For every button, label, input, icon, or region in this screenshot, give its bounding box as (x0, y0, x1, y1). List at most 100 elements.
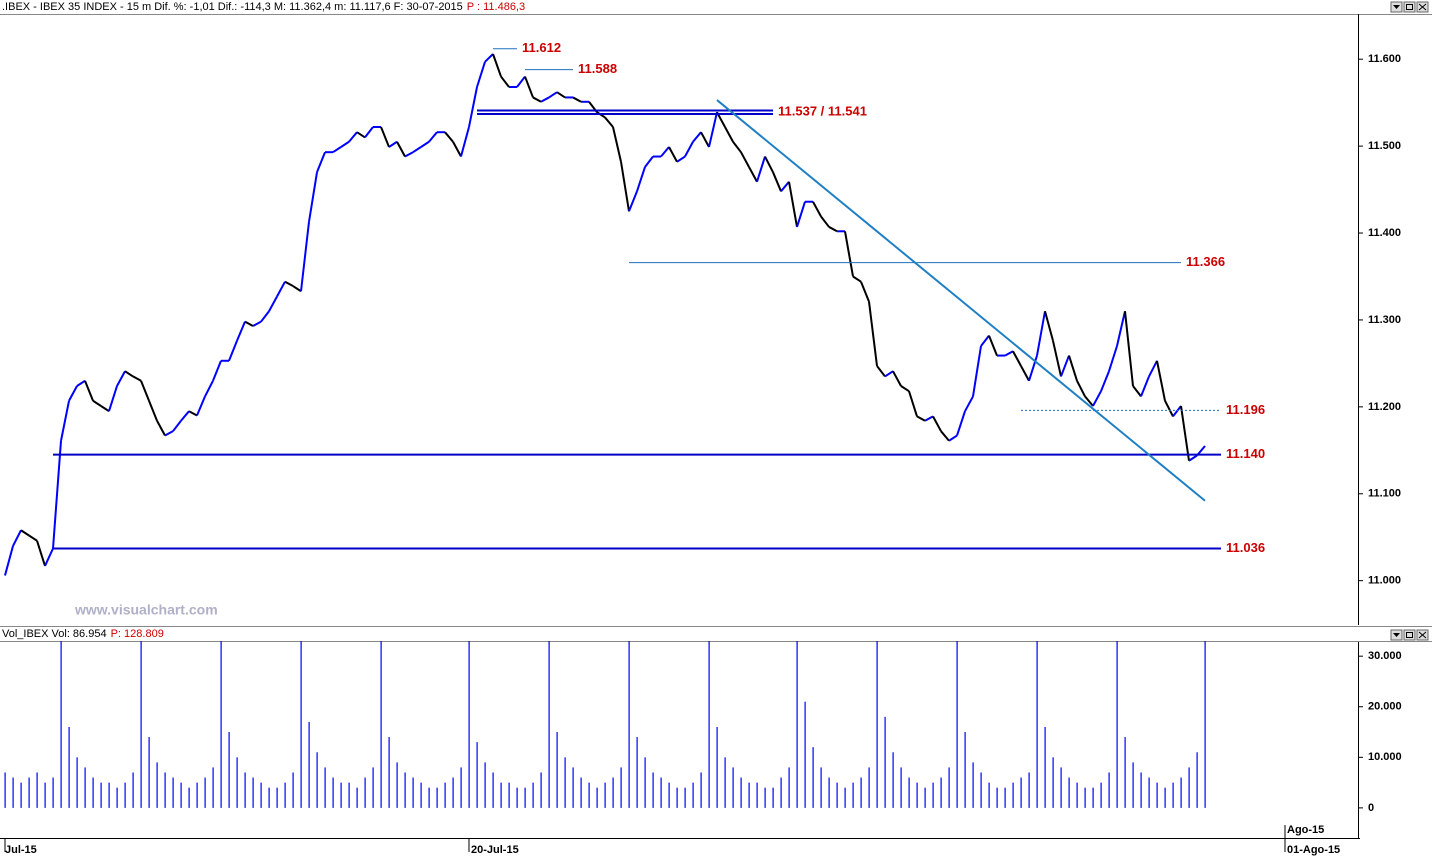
volume-bar (484, 762, 486, 808)
price-segment (740, 151, 750, 168)
price-segment (1084, 395, 1094, 407)
price-segment (1124, 311, 1134, 387)
price-segment (660, 146, 670, 158)
volume-bar (324, 767, 326, 808)
minimize-icon (1393, 5, 1400, 9)
volume-bar (28, 777, 30, 808)
maximize-button[interactable] (1403, 629, 1416, 641)
volume-bar (1140, 772, 1142, 808)
volume-bar (516, 787, 518, 808)
price-segment (308, 172, 318, 222)
x-tick-label: 20-Jul-15 (471, 844, 519, 856)
price-segment (396, 141, 406, 158)
volume-bar (228, 732, 230, 808)
volume-bar (820, 767, 822, 808)
price-segment (700, 131, 710, 148)
volume-bar (36, 772, 38, 808)
volume-bar (860, 777, 862, 808)
volume-bar (972, 762, 974, 808)
price-segment (108, 385, 118, 412)
price-segment (76, 379, 86, 387)
volume-bar (1156, 782, 1158, 808)
price-segment (428, 131, 438, 143)
price-segment (812, 201, 822, 217)
price-segment (204, 380, 214, 397)
volume-bar (412, 777, 414, 808)
price-segment (620, 161, 630, 212)
volume-bar (316, 752, 318, 808)
price-segment (932, 415, 942, 432)
price-segment (956, 410, 966, 436)
volume-bar (140, 641, 142, 808)
volume-bar (684, 787, 686, 808)
trend-line (716, 99, 1206, 502)
level-label: 11.036 (1226, 540, 1265, 555)
y-tick-label: 30.000 (1368, 650, 1402, 662)
maximize-icon (1406, 632, 1413, 638)
volume-bar (108, 782, 110, 808)
volume-bar (212, 767, 214, 808)
price-segment (412, 146, 422, 154)
volume-bar (508, 782, 510, 808)
price-segment (156, 420, 166, 437)
volume-bar (764, 787, 766, 808)
volume-bar (172, 777, 174, 808)
y-tick-label: 20.000 (1368, 701, 1402, 713)
price-segment (1004, 350, 1014, 357)
volume-title: Vol_IBEX Vol: 86.954 P: 128.809 (2, 628, 164, 640)
volume-bar (980, 772, 982, 808)
volume-bar (84, 767, 86, 808)
volume-bar (796, 641, 798, 808)
price-segment (116, 370, 126, 387)
volume-bar (564, 757, 566, 808)
volume-bar (116, 787, 118, 808)
price-segment (644, 155, 654, 168)
last-price: P : 11.486,3 (467, 1, 525, 13)
price-segment (1172, 405, 1182, 418)
volume-bar (180, 782, 182, 808)
window-buttons[interactable] (1390, 1, 1429, 641)
volume-bar (124, 782, 126, 808)
close-icon (1418, 631, 1427, 639)
price-segment (916, 415, 926, 422)
price-segment (460, 126, 470, 157)
level-label: 11.537 / 11.541 (778, 104, 867, 119)
volume-bar (1076, 782, 1078, 808)
price-segment (316, 151, 326, 173)
price-segment (484, 53, 494, 63)
price-segment (988, 335, 998, 356)
volume-bar (460, 767, 462, 808)
volume-bar (396, 762, 398, 808)
price-segment (1164, 400, 1174, 417)
volume-bar (1204, 641, 1206, 808)
volume-bar (60, 641, 62, 808)
volume-bar (836, 782, 838, 808)
volume-bar (716, 726, 718, 808)
volume-bar (932, 782, 934, 808)
y-tick-label: 11.300 (1368, 314, 1401, 326)
volume-bar (948, 767, 950, 808)
level-label: 11.612 (522, 40, 561, 55)
price-segment (1092, 390, 1102, 407)
price-segment (628, 190, 638, 212)
volume-bar (724, 757, 726, 808)
level-label: 11.140 (1226, 446, 1265, 461)
volume-bar (756, 782, 758, 808)
price-segment (44, 548, 54, 567)
volume-bar (1028, 772, 1030, 808)
maximize-icon (1406, 4, 1413, 10)
volume-bar (548, 641, 550, 808)
price-segment (164, 430, 174, 437)
price-segment (1076, 380, 1086, 397)
volume-bar (1012, 782, 1014, 808)
price-segment (772, 171, 782, 192)
maximize-button[interactable] (1403, 1, 1416, 13)
volume-bar (100, 782, 102, 808)
x-tick-label: Jul-15 (5, 844, 37, 856)
price-segment (300, 221, 310, 292)
price-segment (1180, 405, 1190, 461)
volume-bar (1188, 767, 1190, 808)
volume-bar (676, 787, 678, 808)
price-segment (212, 360, 222, 382)
